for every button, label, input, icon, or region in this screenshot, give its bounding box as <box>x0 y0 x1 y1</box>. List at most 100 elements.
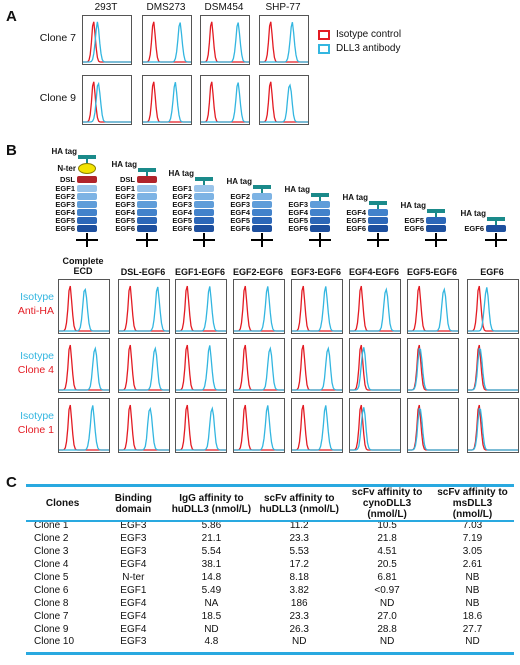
table-cell: Clone 7 <box>34 610 69 622</box>
control-curve <box>292 404 342 451</box>
histogram-svg <box>201 21 249 63</box>
histogram-svg <box>350 344 400 391</box>
histogram-svg <box>176 404 226 451</box>
control-curve <box>234 344 284 391</box>
table-cell: ND <box>379 597 395 609</box>
egf-domain-label: EGF6 <box>346 224 366 233</box>
row-label-isotype: Isotype <box>20 410 54 422</box>
egf-domain-block <box>426 217 446 224</box>
test-curve <box>234 346 284 391</box>
egf-domain-block <box>310 217 330 224</box>
control-curve <box>83 21 131 63</box>
control-curve <box>260 21 308 63</box>
ha-tag-block <box>311 193 329 197</box>
membrane-bar <box>193 239 215 241</box>
control-curve <box>260 81 308 123</box>
test-curve <box>260 22 308 63</box>
egf-domain-block <box>137 217 157 224</box>
panel-b-histogram <box>233 279 285 334</box>
egf-domain-label: EGF3 <box>288 200 308 209</box>
table-top-rule <box>26 484 514 487</box>
panel-b-histogram <box>175 279 227 334</box>
control-curve <box>176 344 226 391</box>
egf-domain-block <box>252 217 272 224</box>
egf-domain-label: EGF5 <box>172 216 192 225</box>
membrane-bar <box>485 239 507 241</box>
test-curve <box>59 346 109 391</box>
clone-row-label: Clone 9 <box>39 92 76 104</box>
table-cell: 3.05 <box>462 546 483 558</box>
control-curve <box>292 285 342 332</box>
egf-domain-label: EGF4 <box>230 208 250 217</box>
construct-name: EGF3-EGF6 <box>290 267 341 277</box>
test-curve <box>143 82 191 123</box>
ha-tag-block <box>253 185 271 189</box>
panel-b-histogram <box>233 338 285 393</box>
egf-domain-label: EGF3 <box>172 200 192 209</box>
test-curve <box>119 286 169 332</box>
egf-domain-block <box>77 185 97 192</box>
clone-row-label: Clone 7 <box>39 32 76 44</box>
panel-b-histogram <box>291 338 343 393</box>
egf-domain-label: EGF2 <box>230 192 250 201</box>
test-curve <box>292 286 342 332</box>
egf-domain-label: EGF5 <box>115 216 135 225</box>
construct-name: EGF5-EGF6 <box>406 267 457 277</box>
egf-domain-block <box>77 201 97 208</box>
dsl-label: DSL <box>120 175 135 184</box>
egf-domain-block <box>252 201 272 208</box>
legend-label: DLL3 antibody <box>336 43 401 54</box>
table-cell: EGF3 <box>120 546 147 558</box>
ha-tag-label: HA tag <box>284 185 310 194</box>
table-cell: 5.49 <box>201 584 222 596</box>
egf-domain-block <box>77 193 97 200</box>
control-curve <box>176 404 226 451</box>
cell-line-label: DMS273 <box>146 2 186 13</box>
table-cell: 186 <box>290 597 308 609</box>
table-row: Clone 5 N-ter 14.8 8.18 6.81 NB <box>26 572 514 585</box>
control-curve <box>59 344 109 391</box>
affinity-table: Clones Binding domain IgG affinity to huDL… <box>26 487 514 649</box>
table-cell: 10.5 <box>377 520 397 532</box>
panel-b-histogram <box>175 398 227 453</box>
egf-domain-label: EGF6 <box>230 224 250 233</box>
table-cell: 17.2 <box>289 559 309 571</box>
egf-domain-label: EGF2 <box>172 192 192 201</box>
table-row: Clone 2 EGF3 21.1 23.3 21.8 7.19 <box>26 533 514 546</box>
membrane-bar <box>367 239 389 241</box>
panel-b-letter: B <box>6 142 17 159</box>
table-header-row: Clones Binding domain IgG affinity to huDL… <box>26 487 514 520</box>
table-cell: EGF1 <box>120 584 147 596</box>
panel-a-histogram <box>142 15 192 65</box>
table-cell: 7.19 <box>462 533 483 545</box>
panel-b-histogram <box>175 338 227 393</box>
table-cell: 2.61 <box>462 559 483 571</box>
table-cell: EGF3 <box>120 533 147 545</box>
panel-b-histogram <box>58 279 110 334</box>
table-cell: ND <box>204 623 219 635</box>
egf-domain-label: EGF4 <box>172 208 192 217</box>
ha-tag-stem <box>203 181 205 185</box>
egf-domain-label: EGF3 <box>55 200 75 209</box>
panel-b-histogram <box>291 398 343 453</box>
table-cell: ND <box>465 636 480 648</box>
test-curve <box>468 347 518 391</box>
ha-tag-label: HA tag <box>51 147 77 156</box>
panel-b-histogram <box>118 398 170 453</box>
test-curve <box>350 407 400 451</box>
ha-tag-block <box>195 177 213 181</box>
construct-name: DSL-EGF6 <box>120 267 166 277</box>
panel-b-histogram <box>58 338 110 393</box>
membrane-bar <box>425 239 447 241</box>
egf-domain-block <box>252 225 272 232</box>
egf-domain-block <box>137 225 157 232</box>
histogram-svg <box>143 21 191 63</box>
table-cell: 23.3 <box>289 533 309 545</box>
histogram-svg <box>350 285 400 332</box>
table-cell: 23.3 <box>289 610 309 622</box>
control-curve <box>408 285 458 332</box>
test-curve <box>260 83 308 123</box>
table-cell: 26.3 <box>289 623 309 635</box>
table-cell: Clone 9 <box>34 623 69 635</box>
table-cell: <0.97 <box>374 584 400 596</box>
